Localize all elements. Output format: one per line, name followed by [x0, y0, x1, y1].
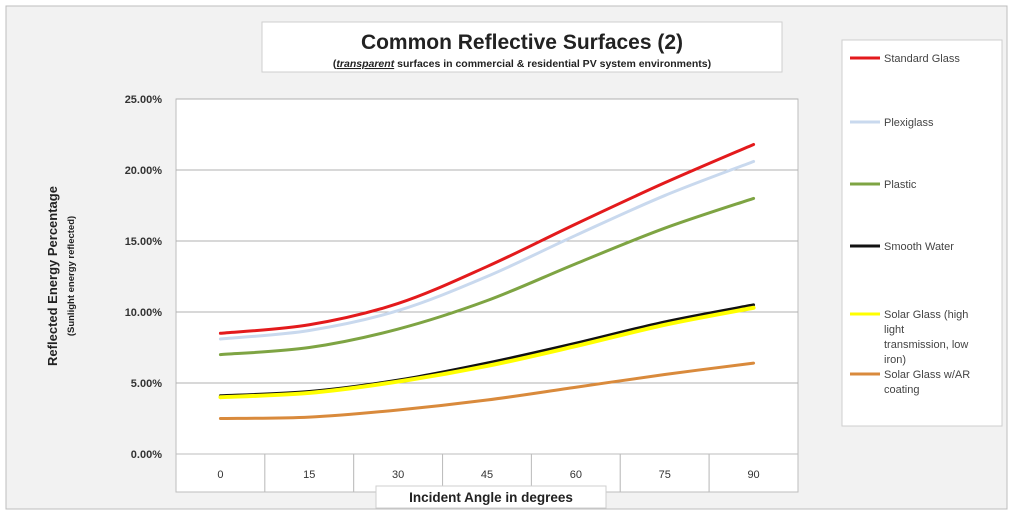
- x-tick-label: 75: [659, 469, 671, 481]
- legend-label: Standard Glass: [884, 53, 960, 65]
- series-line-standard-glass: [218, 142, 756, 335]
- y-tick-label: 15.00%: [125, 236, 163, 248]
- legend-box: [841, 39, 1003, 427]
- x-tick-label: 60: [570, 469, 582, 481]
- chart-title: Common Reflective Surfaces (2): [361, 31, 683, 54]
- x-tick-label: 90: [747, 469, 759, 481]
- series-line-plexiglass: [218, 159, 756, 341]
- x-tick-label: 0: [217, 469, 223, 481]
- series-line-solar-glass-w-ar-coating: [218, 361, 756, 420]
- chart-subtitle: (transparent surfaces in commercial & re…: [333, 58, 711, 70]
- legend: Standard Glass Plexiglass Plastic Smooth Wa…: [850, 53, 970, 396]
- legend-label: Solar Glass (high light transmission, low i…: [884, 309, 968, 366]
- x-category-cell: [708, 453, 799, 493]
- x-axis-label: Incident Angle in degrees: [409, 490, 573, 505]
- x-tick-label: 45: [481, 469, 493, 481]
- series-line-plastic: [218, 196, 756, 357]
- series-line-solar-glass-high-light-transmission-low-iron: [218, 305, 756, 400]
- subtitle-rest: surfaces in commercial & residential PV …: [394, 58, 711, 70]
- x-category-cell: [264, 453, 355, 493]
- legend-label: Solar Glass w/AR coating: [884, 369, 970, 396]
- y-axis-sublabel: (Sunlight energy reflected): [66, 216, 77, 336]
- y-tick-label: 20.00%: [125, 165, 163, 177]
- y-tick-label: 5.00%: [131, 378, 162, 390]
- x-category-cell: [619, 453, 710, 493]
- title-box: [261, 21, 783, 73]
- y-tick-label: 25.00%: [125, 94, 163, 106]
- x-category-cell: [175, 453, 266, 493]
- y-axis-label: Reflected Energy Percentage: [45, 186, 60, 366]
- subtitle-emphasis: transparent: [336, 58, 394, 70]
- x-axis-label-box: [375, 485, 607, 509]
- y-tick-label: 0.00%: [131, 449, 162, 461]
- legend-label: Plexiglass: [884, 117, 934, 129]
- y-axis-ticks: 0.00% 5.00% 10.00% 15.00% 20.00% 25.00%: [125, 94, 163, 461]
- legend-label: Plastic: [884, 179, 917, 191]
- x-axis-ticks: 0 15 30 45 60 75 90: [217, 469, 759, 481]
- legend-label: Smooth Water: [884, 241, 954, 253]
- subtitle-open: (: [333, 58, 337, 70]
- x-tick-label: 30: [392, 469, 404, 481]
- y-tick-label: 10.00%: [125, 307, 163, 319]
- x-tick-label: 15: [303, 469, 315, 481]
- series-lines: [218, 142, 756, 420]
